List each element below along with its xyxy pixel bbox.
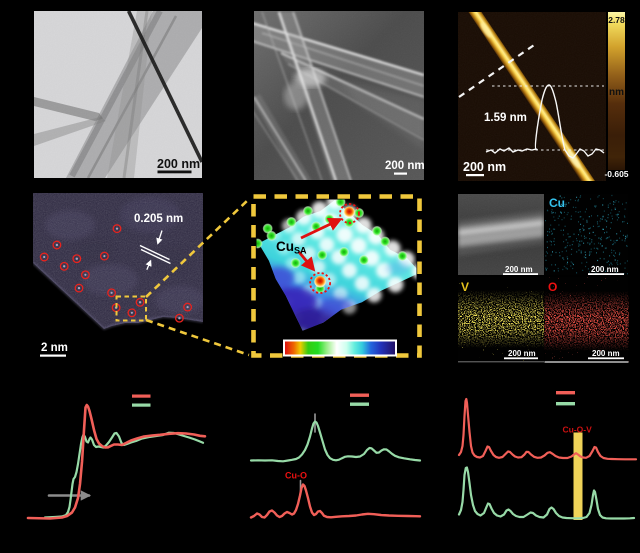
svg-text:2 nm: 2 nm <box>41 342 68 354</box>
svg-text:200 nm: 200 nm <box>157 157 200 171</box>
svg-text:O: O <box>548 280 557 294</box>
svg-text:200 nm: 200 nm <box>508 349 536 358</box>
svg-text:Cu: Cu <box>549 196 565 210</box>
svg-text:200 nm: 200 nm <box>505 265 533 274</box>
svg-text:nm: nm <box>609 87 624 98</box>
svg-text:200 nm: 200 nm <box>463 160 506 174</box>
svg-text:V: V <box>461 280 469 294</box>
svg-text:200 nm: 200 nm <box>592 349 620 358</box>
svg-text:Cu-O-V: Cu-O-V <box>563 425 593 435</box>
svg-text:-0.605: -0.605 <box>604 169 628 179</box>
svg-text:0.205 nm: 0.205 nm <box>134 213 183 225</box>
svg-text:Cu-O: Cu-O <box>285 471 307 481</box>
svg-text:200 nm: 200 nm <box>591 265 619 274</box>
svg-text:200 nm: 200 nm <box>385 160 425 172</box>
svg-text:1.59 nm: 1.59 nm <box>484 112 527 124</box>
svg-text:2.78: 2.78 <box>608 15 625 25</box>
